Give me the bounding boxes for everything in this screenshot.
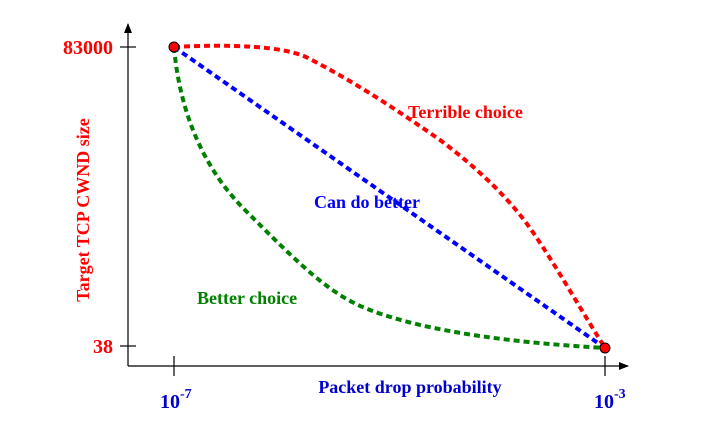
x-tick-label-right-base: 10 [594,391,614,413]
series-terrible-choice-line [173,43,607,350]
x-tick-label-right: 10-3 [594,387,626,413]
endpoint-top-left [168,41,180,53]
y-axis-label: Target TCP CWND size [73,118,93,302]
y-tick-label-top: 83000 [63,37,113,59]
x-tick-label-left-exp: -7 [180,387,192,402]
endpoint-bottom-right [599,342,611,354]
y-tick-label-bottom: 38 [93,336,113,358]
x-tick-label-left: 10-7 [160,387,192,413]
series-terrible-choice-label: Terrible choice [408,102,523,122]
x-axis-label: Packet drop probability [318,377,501,397]
series-can-do-better-line [172,45,607,350]
series-can-do-better-label: Can do better [314,192,420,212]
x-tick-label-right-exp: -3 [614,387,626,402]
series-better-choice-label: Better choice [197,288,297,308]
x-tick-label-left-base: 10 [160,391,180,413]
